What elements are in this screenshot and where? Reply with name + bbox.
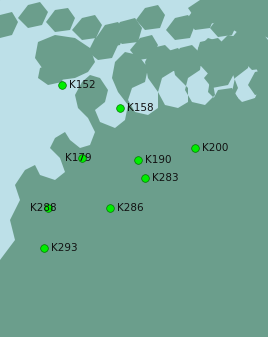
Text: K152: K152 [69,80,96,90]
Polygon shape [136,5,165,30]
Polygon shape [62,48,90,72]
Polygon shape [130,35,158,60]
Polygon shape [46,8,75,32]
Polygon shape [222,242,252,268]
Polygon shape [188,0,268,38]
Polygon shape [242,118,268,145]
Polygon shape [230,25,258,50]
Text: K293: K293 [51,243,78,253]
Polygon shape [212,115,242,142]
Polygon shape [218,192,248,218]
Polygon shape [242,45,268,70]
Polygon shape [0,30,268,337]
Polygon shape [112,18,142,44]
Polygon shape [220,218,250,245]
Polygon shape [18,2,48,28]
Polygon shape [186,5,215,30]
Polygon shape [215,168,245,195]
Text: K190: K190 [145,155,172,165]
Text: K283: K283 [152,173,179,183]
Polygon shape [226,188,255,215]
Polygon shape [235,142,262,168]
Text: K286: K286 [117,203,144,213]
Polygon shape [96,22,125,48]
Polygon shape [72,15,102,40]
Polygon shape [242,238,268,265]
Polygon shape [210,12,238,37]
Polygon shape [248,282,268,298]
Polygon shape [88,35,118,60]
Polygon shape [166,15,195,40]
Polygon shape [204,62,235,88]
Polygon shape [248,70,268,95]
Text: K158: K158 [127,103,154,113]
Polygon shape [38,62,65,85]
Text: K200: K200 [202,143,228,153]
Polygon shape [156,48,185,72]
Polygon shape [196,38,228,65]
Polygon shape [228,165,255,190]
Text: K288: K288 [30,203,57,213]
Polygon shape [35,35,95,80]
Polygon shape [210,88,238,115]
Polygon shape [215,142,245,168]
Polygon shape [0,12,18,38]
Text: K179: K179 [65,153,92,163]
Polygon shape [248,95,268,120]
Polygon shape [245,265,268,282]
Polygon shape [230,215,258,240]
